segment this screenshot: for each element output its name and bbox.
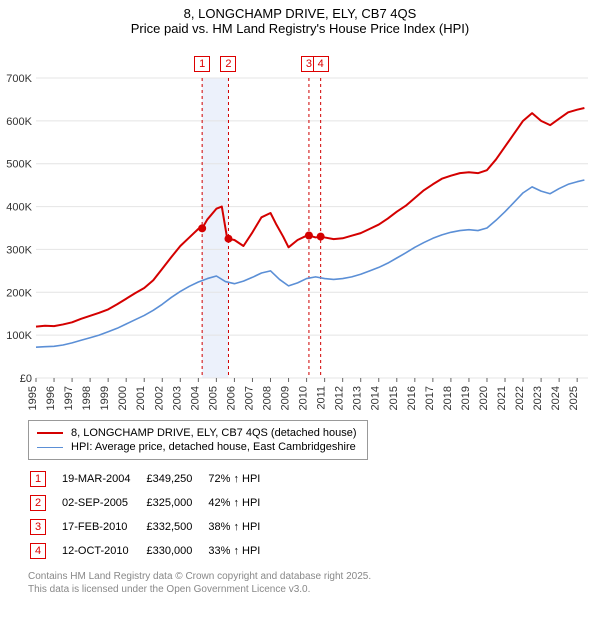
sale-diff: 72% ↑ HPI	[208, 468, 274, 490]
svg-text:£400K: £400K	[6, 202, 33, 214]
sale-diff: 42% ↑ HPI	[208, 492, 274, 514]
svg-text:2008: 2008	[262, 386, 274, 410]
table-row: 4 12-OCT-2010£330,00033% ↑ HPI	[30, 540, 274, 562]
svg-text:2004: 2004	[189, 386, 201, 410]
svg-text:1999: 1999	[99, 386, 111, 410]
svg-text:2013: 2013	[352, 386, 364, 410]
svg-text:2016: 2016	[406, 386, 418, 410]
svg-text:2024: 2024	[550, 386, 562, 410]
table-row: 1 19-MAR-2004£349,25072% ↑ HPI	[30, 468, 274, 490]
svg-text:2021: 2021	[496, 386, 508, 410]
svg-text:£700K: £700K	[6, 73, 33, 85]
svg-text:2015: 2015	[388, 386, 400, 410]
chart-area: £0 £100K £200K £300K £400K £500K £600K £700K 199…	[6, 42, 594, 414]
footer-line1: Contains HM Land Registry data © Crown c…	[28, 570, 594, 583]
svg-text:1996: 1996	[45, 386, 57, 410]
chart-svg: £0 £100K £200K £300K £400K £500K £600K £700K 199…	[6, 42, 594, 414]
svg-text:2023: 2023	[532, 386, 544, 410]
footer-attribution: Contains HM Land Registry data © Crown c…	[28, 570, 594, 596]
legend-swatch	[37, 447, 63, 448]
legend-box: 8, LONGCHAMP DRIVE, ELY, CB7 4QS (detach…	[28, 420, 368, 460]
svg-text:1995: 1995	[27, 386, 39, 410]
sale-diff: 38% ↑ HPI	[208, 516, 274, 538]
sale-date: 12-OCT-2010	[62, 540, 144, 562]
svg-text:£300K: £300K	[6, 244, 33, 256]
svg-text:2006: 2006	[225, 386, 237, 410]
sale-price: £332,500	[146, 516, 206, 538]
legend-row: HPI: Average price, detached house, East…	[37, 441, 359, 453]
svg-text:2012: 2012	[334, 386, 346, 410]
svg-text:2020: 2020	[478, 386, 490, 410]
title-address: 8, LONGCHAMP DRIVE, ELY, CB7 4QS	[6, 6, 594, 21]
event-marker: 4	[313, 56, 329, 72]
legend-label: 8, LONGCHAMP DRIVE, ELY, CB7 4QS (detach…	[71, 427, 357, 439]
sale-date: 19-MAR-2004	[62, 468, 144, 490]
sale-price: £349,250	[146, 468, 206, 490]
svg-text:2014: 2014	[370, 386, 382, 410]
event-marker: 2	[220, 56, 236, 72]
sale-number: 3	[30, 519, 46, 535]
sale-number: 1	[30, 471, 46, 487]
sale-number: 2	[30, 495, 46, 511]
svg-text:2011: 2011	[316, 386, 328, 410]
svg-text:1997: 1997	[63, 386, 75, 410]
svg-text:£0: £0	[20, 373, 32, 385]
svg-text:2022: 2022	[514, 386, 526, 410]
svg-text:2005: 2005	[207, 386, 219, 410]
svg-text:£600K: £600K	[6, 116, 33, 128]
title-subtitle: Price paid vs. HM Land Registry's House …	[6, 21, 594, 36]
sales-table: 1 19-MAR-2004£349,25072% ↑ HPI 2 02-SEP-200…	[28, 466, 276, 564]
table-row: 3 17-FEB-2010£332,50038% ↑ HPI	[30, 516, 274, 538]
sale-price: £330,000	[146, 540, 206, 562]
svg-text:£100K: £100K	[6, 330, 33, 342]
svg-text:2000: 2000	[117, 386, 129, 410]
sale-price: £325,000	[146, 492, 206, 514]
sale-date: 17-FEB-2010	[62, 516, 144, 538]
svg-text:2019: 2019	[460, 386, 472, 410]
svg-text:2017: 2017	[424, 386, 436, 410]
table-row: 2 02-SEP-2005£325,00042% ↑ HPI	[30, 492, 274, 514]
svg-text:2018: 2018	[442, 386, 454, 410]
sale-diff: 33% ↑ HPI	[208, 540, 274, 562]
svg-text:2009: 2009	[280, 386, 292, 410]
svg-text:2002: 2002	[153, 386, 165, 410]
svg-text:1998: 1998	[81, 386, 93, 410]
chart-container: 8, LONGCHAMP DRIVE, ELY, CB7 4QS Price p…	[0, 0, 600, 604]
title-block: 8, LONGCHAMP DRIVE, ELY, CB7 4QS Price p…	[6, 6, 594, 36]
svg-text:2007: 2007	[243, 386, 255, 410]
legend-row: 8, LONGCHAMP DRIVE, ELY, CB7 4QS (detach…	[37, 427, 359, 439]
svg-text:2001: 2001	[135, 386, 147, 410]
sale-date: 02-SEP-2005	[62, 492, 144, 514]
svg-text:£500K: £500K	[6, 159, 33, 171]
event-marker: 1	[194, 56, 210, 72]
svg-text:2003: 2003	[171, 386, 183, 410]
svg-text:2025: 2025	[568, 386, 580, 410]
legend-swatch	[37, 432, 63, 434]
legend-label: HPI: Average price, detached house, East…	[71, 441, 356, 453]
svg-text:£200K: £200K	[6, 287, 33, 299]
svg-text:2010: 2010	[298, 386, 310, 410]
sale-number: 4	[30, 543, 46, 559]
footer-line2: This data is licensed under the Open Gov…	[28, 583, 594, 596]
